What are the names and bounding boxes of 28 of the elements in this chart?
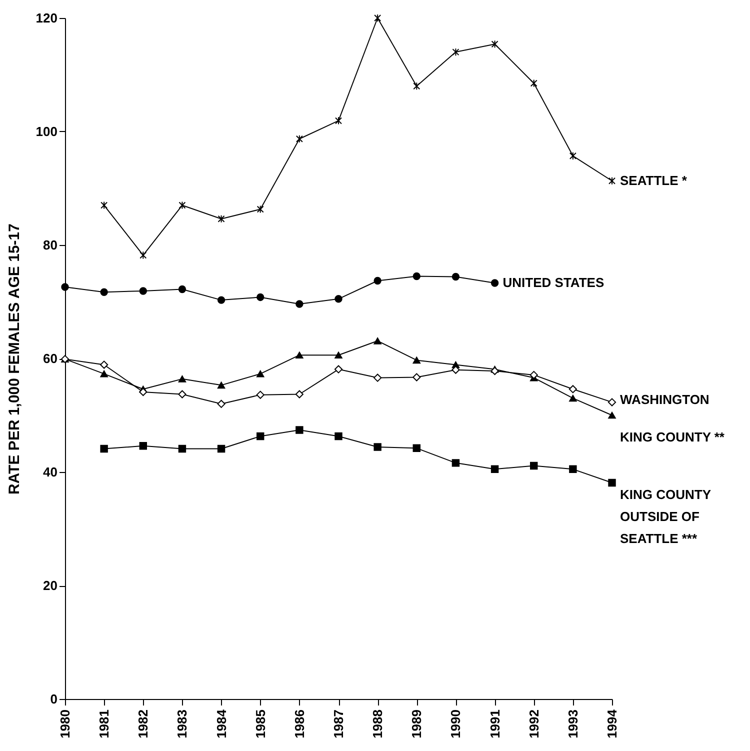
x-tick-label: 1985: [252, 710, 268, 738]
y-tick-label: 80: [43, 238, 58, 252]
series-label: KING COUNTY OUTSIDE OF SEATTLE ***: [620, 486, 712, 546]
x-tick-label: 1983: [174, 710, 190, 738]
x-tick-label: 1991: [487, 710, 502, 738]
x-tick-label: 1980: [58, 710, 72, 738]
y-tick-label: 20: [43, 578, 58, 593]
x-tick-label: 1988: [370, 710, 386, 738]
y-tick-label: 100: [36, 124, 58, 139]
x-tick-label: 1981: [96, 710, 112, 738]
series-label: SEATTLE *: [620, 172, 688, 188]
x-tick-label: 1982: [136, 710, 151, 738]
x-tick-label: 1986: [292, 710, 307, 738]
series-label: KING COUNTY **: [620, 429, 726, 444]
series-label: UNITED STATES: [502, 275, 604, 290]
x-tick-label: 1984: [214, 708, 229, 738]
y-tick-label: 120: [36, 10, 58, 26]
x-tick-label: 1989: [409, 710, 424, 738]
x-tick-label: 1990: [448, 710, 464, 738]
x-tick-label: 1992: [526, 710, 542, 738]
y-tick-label: 0: [50, 692, 58, 706]
x-tick-label: 1987: [331, 710, 346, 738]
x-tick-label: 1993: [565, 710, 580, 738]
x-tick-label: 1994: [604, 708, 620, 738]
y-axis-title: RATE PER 1,000 FEMALES AGE 15-17: [6, 224, 23, 494]
series-label: WASHINGTON: [620, 392, 710, 408]
y-tick-label: 60: [43, 351, 58, 366]
y-tick-label: 40: [43, 464, 58, 480]
